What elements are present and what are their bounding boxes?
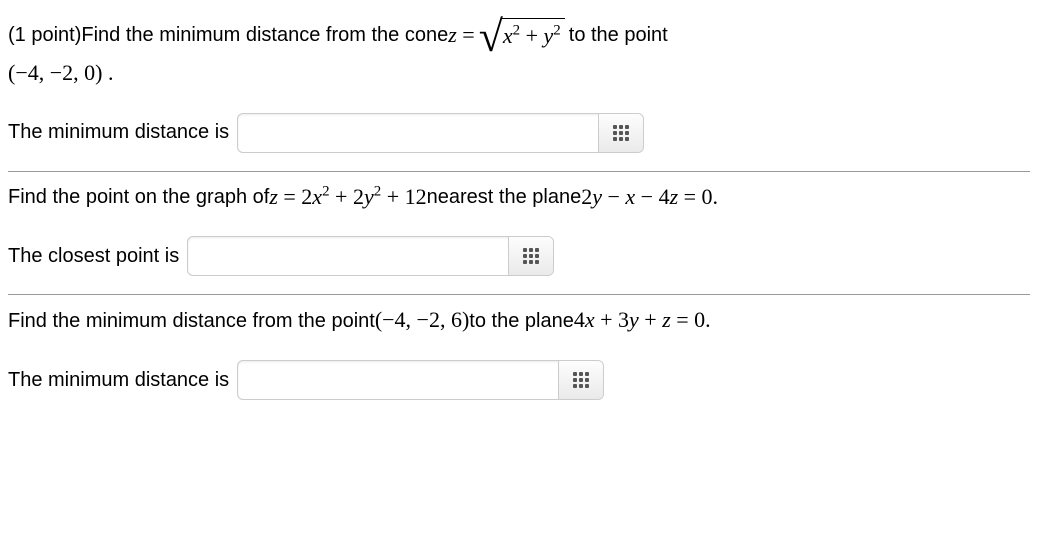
q2-plane: 2y − x − 4z = 0. <box>581 182 718 213</box>
keypad-icon <box>613 125 629 141</box>
q2-answer-label: The closest point is <box>8 245 179 268</box>
q1-prompt-line1: (1 point) Find the minimum distance from… <box>8 18 1030 52</box>
keypad-icon <box>573 372 589 388</box>
q2-text-mid: nearest the plane <box>427 183 582 211</box>
question-1: (1 point) Find the minimum distance from… <box>8 8 1030 171</box>
q3-answer-row: The minimum distance is <box>8 360 1030 400</box>
q1-answer-label: The minimum distance is <box>8 121 229 144</box>
keypad-button[interactable] <box>558 361 603 399</box>
q2-eq: z = 2x2 + 2y2 + 12 <box>269 182 426 213</box>
question-3: Find the minimum distance from the point… <box>8 295 1030 418</box>
sqrt-body: x2 + y2 <box>501 18 565 52</box>
q3-answer-label: The minimum distance is <box>8 369 229 392</box>
keypad-button[interactable] <box>508 237 553 275</box>
sqrt-icon: √ <box>479 22 503 53</box>
q3-prompt: Find the minimum distance from the point… <box>8 305 1030 336</box>
sqrt-expression: √ x2 + y2 <box>479 18 565 52</box>
q1-answer-input[interactable] <box>238 114 598 152</box>
q3-text-before: Find the minimum distance from the point <box>8 307 375 335</box>
q1-point: (−4, −2, 0) . <box>8 58 113 89</box>
q1-prompt-line2: (−4, −2, 0) . <box>8 58 1030 89</box>
keypad-icon <box>523 248 539 264</box>
keypad-button[interactable] <box>598 114 643 152</box>
q1-input-group <box>237 113 644 153</box>
q2-text-before: Find the point on the graph of <box>8 183 269 211</box>
q1-text-after: to the point <box>569 21 668 49</box>
q3-text-mid: to the plane <box>469 307 574 335</box>
q3-input-group <box>237 360 604 400</box>
q2-prompt: Find the point on the graph of z = 2x2 +… <box>8 182 1030 213</box>
question-2: Find the point on the graph of z = 2x2 +… <box>8 172 1030 295</box>
q2-answer-row: The closest point is <box>8 236 1030 276</box>
q3-answer-input[interactable] <box>238 361 558 399</box>
q1-points: (1 point) <box>8 21 81 49</box>
q2-answer-input[interactable] <box>188 237 508 275</box>
q1-text-before: Find the minimum distance from the cone <box>81 21 448 49</box>
q1-eq-lhs: z = <box>448 20 474 51</box>
q3-point: (−4, −2, 6) <box>375 305 469 336</box>
q1-answer-row: The minimum distance is <box>8 113 1030 153</box>
q2-input-group <box>187 236 554 276</box>
q3-plane: 4x + 3y + z = 0. <box>574 305 711 336</box>
